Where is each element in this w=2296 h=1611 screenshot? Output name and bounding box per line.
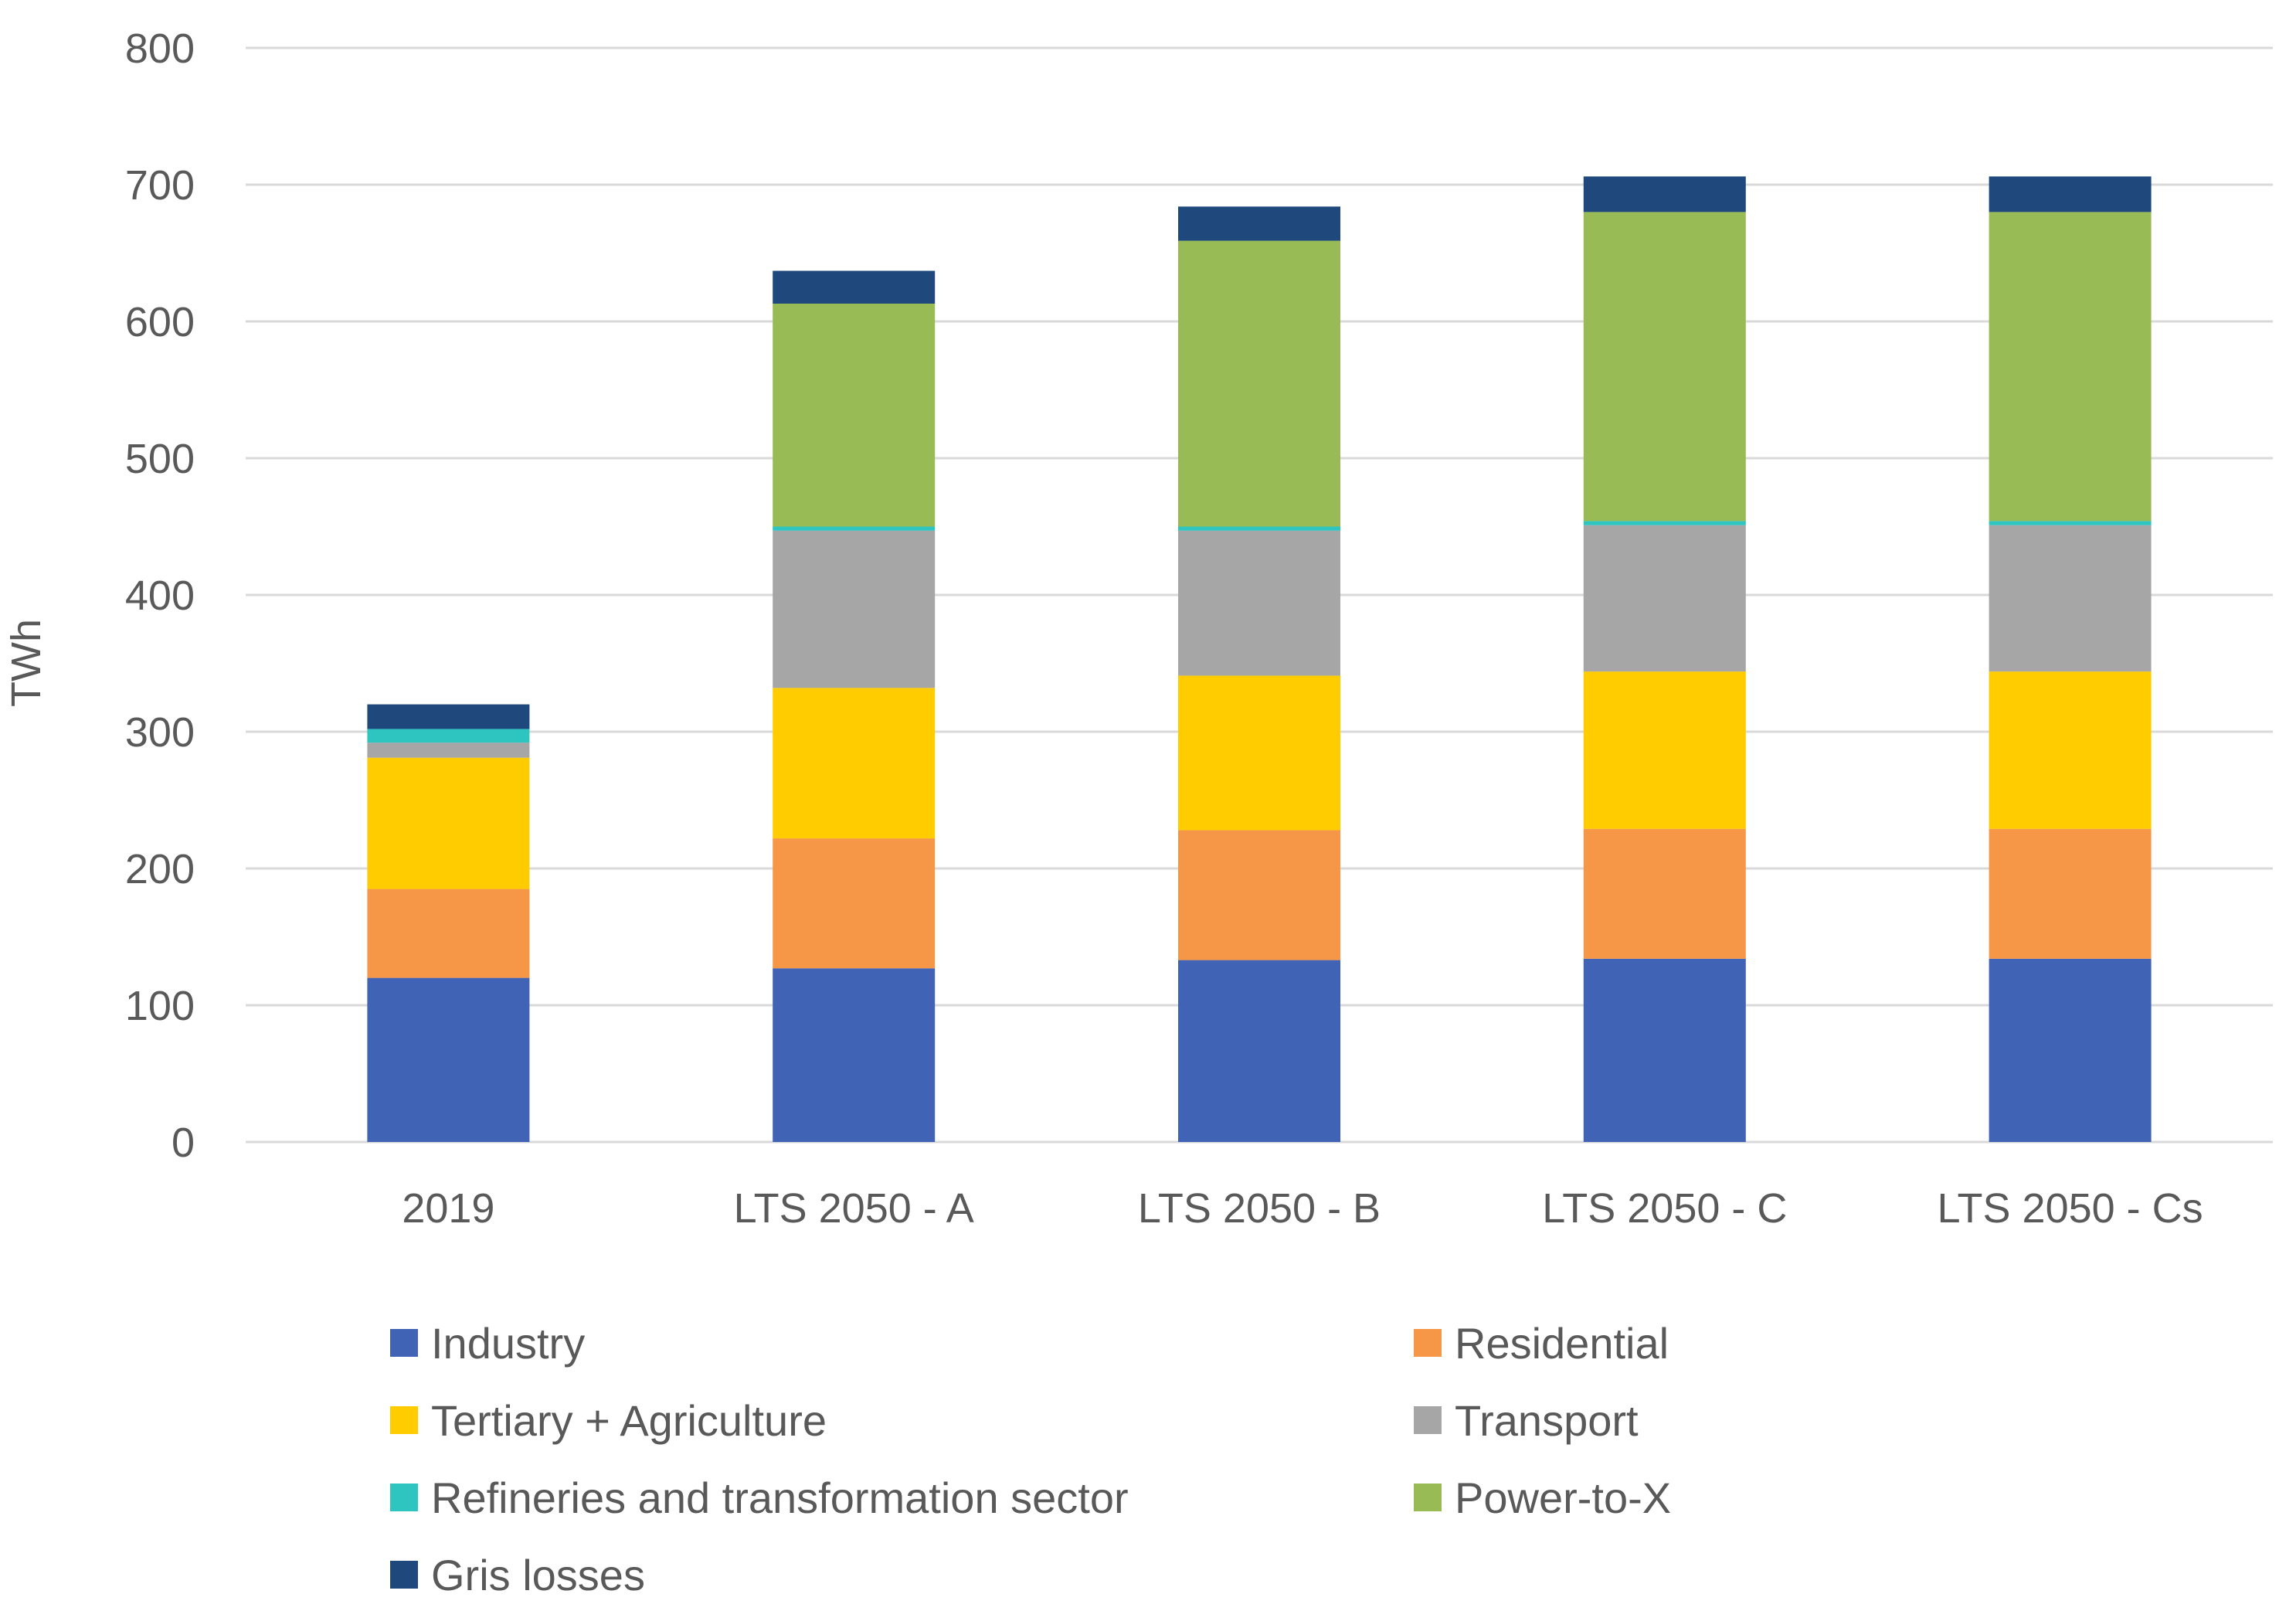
legend-item: Power-to-X <box>1414 1473 1671 1522</box>
bar-segment <box>367 977 530 1142</box>
bars <box>367 176 2152 1142</box>
y-axis-tick-labels: 0 100 200 300 400 500 600 700 800 <box>125 25 195 1166</box>
bar-segment <box>1178 960 1340 1142</box>
bar-segment <box>1583 525 1746 672</box>
legend-swatch <box>390 1329 418 1357</box>
y-tick-label: 400 <box>125 573 195 619</box>
legend-swatch <box>1414 1406 1442 1434</box>
legend: Industry Residential Tertiary + Agricultur… <box>390 1319 1671 1599</box>
bar-segment <box>1178 206 1340 241</box>
legend-label: Transport <box>1455 1396 1639 1445</box>
y-tick-label: 800 <box>125 25 195 72</box>
bar-segment <box>367 729 530 743</box>
bar-segment <box>367 704 530 729</box>
legend-label: Power-to-X <box>1455 1473 1671 1522</box>
bar-segment <box>1989 176 2152 212</box>
y-tick-label: 200 <box>125 846 195 892</box>
legend-label: Refineries and transformation sector <box>431 1473 1129 1522</box>
bar-segment <box>1178 830 1340 960</box>
bar-segment <box>1583 958 1746 1142</box>
x-axis-tick-labels: 2019 LTS 2050 - A LTS 2050 - B LTS 2050 - C… <box>402 1185 2203 1232</box>
legend-item: Residential <box>1414 1319 1669 1368</box>
legend-item: Tertiary + Agriculture <box>390 1396 827 1445</box>
bar-segment <box>773 530 936 688</box>
bar-segment <box>1178 675 1340 831</box>
x-tick-label: LTS 2050 - A <box>734 1185 974 1232</box>
bar-segment <box>773 688 936 839</box>
bar-segment <box>1178 240 1340 527</box>
y-tick-label: 600 <box>125 299 195 345</box>
bar-segment <box>1989 525 2152 672</box>
legend-swatch <box>390 1406 418 1434</box>
bar-segment <box>1989 671 2152 829</box>
legend-label: Residential <box>1455 1319 1669 1368</box>
bar-segment <box>773 838 936 969</box>
legend-swatch <box>1414 1329 1442 1357</box>
bar-segment <box>1178 530 1340 676</box>
y-tick-label: 500 <box>125 436 195 482</box>
bar-segment <box>1583 176 1746 212</box>
bar-segment <box>1583 828 1746 959</box>
bar-segment <box>1989 828 2152 959</box>
x-tick-label: LTS 2050 - B <box>1138 1185 1381 1232</box>
bar-segment <box>773 968 936 1142</box>
bar-segment <box>773 526 936 531</box>
bar-segment <box>773 270 936 304</box>
y-tick-label: 100 <box>125 983 195 1029</box>
legend-item: Gris losses <box>390 1551 645 1599</box>
legend-swatch <box>1414 1484 1442 1511</box>
legend-item: Refineries and transformation sector <box>390 1473 1129 1522</box>
bar-segment <box>367 889 530 978</box>
bar-segment <box>1989 212 2152 522</box>
bar-segment <box>1989 521 2152 525</box>
bar-segment <box>1583 521 1746 525</box>
y-tick-label: 700 <box>125 162 195 209</box>
x-tick-label: LTS 2050 - C <box>1542 1185 1787 1232</box>
legend-item: Industry <box>390 1319 585 1368</box>
bar-segment <box>1989 958 2152 1142</box>
legend-label: Industry <box>431 1319 585 1368</box>
legend-label: Gris losses <box>431 1551 645 1599</box>
bar-segment <box>1178 526 1340 531</box>
x-tick-label: 2019 <box>402 1185 494 1232</box>
bar-segment <box>367 757 530 889</box>
y-axis-title: TWh <box>3 619 49 707</box>
legend-swatch <box>390 1561 418 1589</box>
legend-label: Tertiary + Agriculture <box>431 1396 827 1445</box>
bar-segment <box>367 743 530 758</box>
bar-segment <box>1583 671 1746 829</box>
y-tick-label: 0 <box>172 1120 195 1166</box>
legend-swatch <box>390 1484 418 1511</box>
y-tick-label: 300 <box>125 709 195 756</box>
bar-segment <box>1583 212 1746 522</box>
legend-item: Transport <box>1414 1396 1639 1445</box>
bar-segment <box>773 303 936 527</box>
x-tick-label: LTS 2050 - Cs <box>1938 1185 2203 1232</box>
